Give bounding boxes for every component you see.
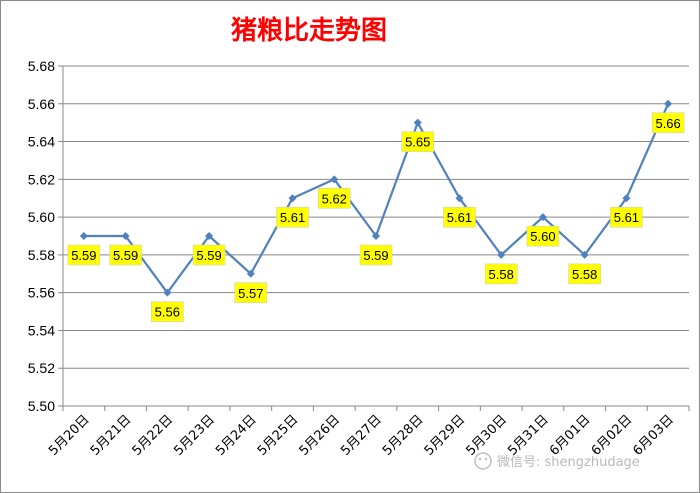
x-tick-label: 5月26日 (297, 412, 344, 459)
data-label: 5.58 (484, 263, 518, 285)
x-tick-label: 5月20日 (46, 412, 93, 459)
data-point (205, 232, 214, 240)
wechat-icon-eye-left (478, 457, 482, 461)
data-point (372, 232, 380, 240)
data-label: 5.61 (610, 206, 643, 228)
x-tick-label: 5月23日 (171, 412, 218, 459)
data-label-text: 5.57 (238, 286, 263, 301)
x-axis-ticks: 5月20日5月21日5月22日5月23日5月24日5月25日5月26日5月27日… (46, 412, 677, 459)
data-label-box (192, 244, 226, 266)
y-tick-label: 5.58 (28, 247, 55, 263)
data-label: 5.60 (526, 225, 560, 247)
data-point (163, 288, 172, 297)
data-label-text: 5.59 (113, 248, 138, 263)
data-label: 5.66 (651, 112, 685, 134)
data-label-box (109, 244, 142, 266)
data-point (330, 175, 339, 184)
y-tick-label: 5.66 (28, 96, 55, 112)
data-label-box (276, 206, 309, 228)
x-tick-label: 5月28日 (380, 412, 427, 459)
chart-title: 猪粮比走势图 (231, 15, 387, 46)
data-label-box (651, 112, 685, 134)
data-label: 5.58 (568, 263, 601, 285)
data-label: 5.59 (67, 244, 101, 266)
x-tick-label: 5月29日 (422, 412, 469, 459)
data-label-box (318, 188, 351, 209)
data-point (455, 194, 464, 203)
data-label-box (67, 244, 101, 266)
watermark-text: 微信号: shengzhudage (497, 455, 640, 470)
data-label: 5.59 (109, 244, 142, 266)
x-tick-label: 6月03日 (630, 412, 677, 459)
data-label-box (610, 206, 643, 228)
y-tick-label: 5.52 (28, 360, 55, 376)
data-label-text: 5.58 (572, 267, 597, 282)
data-label-box (484, 263, 518, 285)
data-label: 5.65 (401, 131, 434, 152)
x-tick-label: 5月22日 (130, 412, 177, 459)
data-label: 5.56 (151, 301, 184, 322)
x-tick-label: 6月01日 (547, 412, 594, 459)
data-label-box (526, 225, 560, 247)
data-label-text: 5.59 (363, 248, 388, 263)
data-label-text: 5.61 (447, 210, 472, 225)
data-label: 5.61 (443, 206, 476, 228)
y-tick-label: 5.68 (28, 58, 55, 74)
data-label-text: 5.62 (322, 191, 347, 206)
data-label-text: 5.58 (489, 267, 514, 282)
watermark: 微信号: shengzhudage (474, 452, 640, 470)
data-point (413, 118, 422, 127)
data-label-text: 5.66 (655, 116, 680, 131)
x-tick-label: 5月31日 (505, 412, 552, 459)
data-label-text: 5.59 (196, 248, 221, 263)
data-point (664, 99, 673, 108)
data-point (497, 250, 506, 259)
data-label-box (401, 131, 434, 152)
data-label-text: 5.60 (530, 229, 555, 244)
data-label-text: 5.65 (405, 135, 430, 150)
data-label: 5.59 (192, 244, 226, 266)
y-tick-label: 5.64 (28, 134, 55, 150)
wechat-icon (474, 452, 492, 470)
x-tick-label: 6月02日 (589, 412, 636, 459)
data-label-box (443, 206, 476, 228)
y-tick-label: 5.60 (28, 209, 55, 225)
data-label-text: 5.59 (71, 248, 96, 263)
data-point (580, 250, 589, 259)
data-label: 5.62 (318, 188, 351, 209)
data-point (622, 194, 631, 203)
wechat-icon-eye-right (484, 457, 488, 461)
data-point (121, 232, 130, 240)
x-tick-label: 5月30日 (463, 412, 510, 459)
data-label-text: 5.56 (155, 305, 180, 320)
grid-lines (63, 65, 689, 369)
y-tick-label: 5.56 (28, 285, 55, 301)
data-label-box (568, 263, 601, 285)
data-point (288, 194, 297, 203)
series-line-group (79, 99, 673, 297)
data-labels: 5.59 5.59 5.56 5.59 5.57 5.61 5.62 5.59 5.65 5.61… (67, 112, 685, 322)
y-tick-label: 5.50 (28, 398, 55, 414)
data-label-box (151, 301, 184, 322)
x-tick-label: 5月25日 (255, 412, 302, 459)
x-tick-label: 5月27日 (338, 412, 385, 459)
y-tick-label: 5.62 (28, 171, 55, 187)
data-label: 5.59 (359, 244, 393, 266)
data-label-box (234, 282, 268, 304)
axes (58, 65, 690, 411)
data-label: 5.57 (234, 282, 268, 304)
x-tick-label: 5月24日 (213, 412, 260, 459)
data-point (246, 269, 255, 278)
data-label-text: 5.61 (614, 210, 639, 225)
y-axis-ticks: 5.50 5.52 5.54 5.56 5.58 5.60 5.62 5.64 5.66 5.68 (28, 58, 55, 414)
data-label: 5.61 (276, 206, 309, 228)
data-point (79, 232, 88, 240)
data-label-box (359, 244, 393, 266)
x-tick-label: 5月21日 (88, 412, 135, 459)
data-label-text: 5.61 (280, 210, 305, 225)
data-point (538, 213, 547, 222)
y-tick-label: 5.54 (28, 322, 55, 338)
